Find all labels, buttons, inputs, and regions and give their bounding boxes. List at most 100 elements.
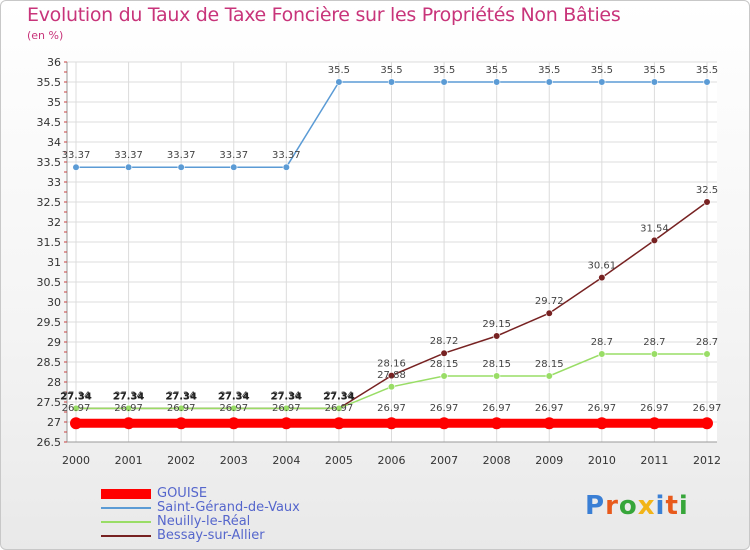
data-point-saint-gerand-de-vaux bbox=[387, 78, 396, 86]
data-label-bessay-sur-allier: 27.34 bbox=[113, 391, 145, 402]
data-label-gouise: 26.97 bbox=[377, 403, 406, 414]
data-label-bessay-sur-allier: 29.72 bbox=[535, 296, 564, 307]
data-point-gouise bbox=[701, 417, 713, 430]
data-label-neuilly-le-real: 28.7 bbox=[591, 337, 613, 348]
data-label-neuilly-le-real: 27.34 bbox=[219, 390, 248, 401]
data-label-gouise: 26.97 bbox=[640, 403, 669, 414]
data-point-gouise bbox=[122, 417, 135, 430]
data-label-saint-gerand-de-vaux: 35.5 bbox=[696, 65, 718, 76]
data-point-neuilly-le-real bbox=[335, 404, 343, 413]
data-point-saint-gerand-de-vaux bbox=[72, 163, 80, 171]
data-point-saint-gerand-de-vaux bbox=[703, 78, 711, 86]
x-tick-label: 2000 bbox=[62, 454, 90, 467]
data-point-bessay-sur-allier bbox=[493, 332, 501, 340]
data-point-neuilly-le-real bbox=[72, 404, 80, 413]
data-point-gouise bbox=[227, 417, 240, 430]
data-label-bessay-sur-allier: 28.72 bbox=[430, 336, 459, 347]
y-tick-label: 28.5 bbox=[37, 356, 62, 369]
logo-letter: r bbox=[605, 491, 619, 521]
data-label-gouise: 26.97 bbox=[114, 403, 143, 414]
data-point-saint-gerand-de-vaux bbox=[230, 163, 238, 171]
data-label-saint-gerand-de-vaux: 35.5 bbox=[591, 65, 613, 76]
data-label-gouise: 26.97 bbox=[62, 403, 91, 414]
data-label-saint-gerand-de-vaux: 35.5 bbox=[486, 65, 508, 76]
data-point-neuilly-le-real bbox=[493, 372, 501, 380]
legend-item: Bessay-sur-Allier bbox=[101, 529, 300, 543]
logo-letter: x bbox=[637, 491, 656, 521]
data-point-saint-gerand-de-vaux bbox=[282, 163, 290, 171]
data-label-neuilly-le-real: 27.34 bbox=[325, 390, 354, 401]
legend-label: Neuilly-le-Réal bbox=[157, 514, 251, 529]
data-point-neuilly-le-real bbox=[545, 372, 553, 380]
data-point-bessay-sur-allier bbox=[598, 274, 606, 282]
data-label-bessay-sur-allier: 28.16 bbox=[377, 359, 406, 370]
y-tick-label: 27.5 bbox=[37, 396, 62, 409]
data-point-gouise bbox=[385, 417, 398, 430]
data-label-saint-gerand-de-vaux: 33.37 bbox=[114, 150, 143, 161]
data-label-saint-gerand-de-vaux: 35.5 bbox=[433, 65, 455, 76]
x-tick-label: 2006 bbox=[378, 454, 406, 467]
data-label-bessay-sur-allier: 32.5 bbox=[696, 185, 718, 196]
y-tick-label: 28 bbox=[47, 376, 61, 389]
data-point-saint-gerand-de-vaux bbox=[598, 78, 606, 86]
data-label-gouise: 26.97 bbox=[167, 403, 196, 414]
data-point-neuilly-le-real bbox=[124, 404, 133, 413]
y-tick-label: 32.5 bbox=[37, 196, 62, 209]
data-label-neuilly-le-real: 27.34 bbox=[272, 390, 301, 401]
data-label-bessay-sur-allier: 30.61 bbox=[588, 261, 617, 272]
data-point-neuilly-le-real bbox=[230, 404, 238, 413]
legend-swatch bbox=[101, 507, 151, 509]
data-label-saint-gerand-de-vaux: 35.5 bbox=[328, 65, 350, 76]
data-label-gouise: 26.97 bbox=[588, 403, 617, 414]
y-tick-label: 30.5 bbox=[37, 276, 62, 289]
data-label-gouise: 26.97 bbox=[219, 403, 248, 414]
data-point-saint-gerand-de-vaux bbox=[493, 78, 501, 86]
data-label-saint-gerand-de-vaux: 35.5 bbox=[643, 65, 665, 76]
x-tick-label: 2005 bbox=[325, 454, 353, 467]
legend-swatch bbox=[101, 521, 151, 523]
y-tick-label: 27 bbox=[47, 416, 61, 429]
x-tick-label: 2011 bbox=[640, 454, 668, 467]
x-tick-label: 2002 bbox=[167, 454, 195, 467]
data-label-neuilly-le-real: 28.7 bbox=[696, 337, 718, 348]
data-label-neuilly-le-real: 27.88 bbox=[377, 370, 406, 381]
x-tick-label: 2007 bbox=[430, 454, 458, 467]
chart-title: Evolution du Taux de Taxe Foncière sur l… bbox=[27, 4, 621, 26]
legend-item: Neuilly-le-Réal bbox=[101, 515, 300, 529]
logo-letter: i bbox=[655, 491, 666, 521]
y-tick-label: 26.5 bbox=[37, 436, 62, 449]
x-tick-label: 2004 bbox=[272, 454, 300, 467]
data-point-gouise bbox=[490, 417, 503, 430]
data-point-neuilly-le-real bbox=[703, 350, 711, 358]
data-point-gouise bbox=[332, 417, 345, 430]
data-label-gouise: 26.97 bbox=[430, 403, 459, 414]
data-point-saint-gerand-de-vaux bbox=[177, 163, 185, 171]
data-label-neuilly-le-real: 28.15 bbox=[482, 359, 511, 370]
data-label-saint-gerand-de-vaux: 33.37 bbox=[272, 150, 301, 161]
data-label-saint-gerand-de-vaux: 33.37 bbox=[167, 150, 196, 161]
data-label-bessay-sur-allier: 27.34 bbox=[165, 391, 197, 402]
x-tick-label: 2008 bbox=[483, 454, 511, 467]
data-point-saint-gerand-de-vaux bbox=[440, 78, 448, 86]
x-tick-label: 2012 bbox=[693, 454, 721, 467]
data-label-bessay-sur-allier: 29.15 bbox=[482, 319, 511, 330]
y-tick-label: 29.5 bbox=[37, 316, 62, 329]
data-label-saint-gerand-de-vaux: 35.5 bbox=[380, 65, 402, 76]
y-tick-label: 36 bbox=[47, 56, 61, 69]
y-tick-label: 31 bbox=[47, 256, 61, 269]
data-point-saint-gerand-de-vaux bbox=[124, 163, 133, 171]
data-point-neuilly-le-real bbox=[598, 350, 606, 358]
data-point-saint-gerand-de-vaux bbox=[335, 78, 343, 86]
data-label-bessay-sur-allier: 27.34 bbox=[271, 391, 303, 402]
logo-letter: o bbox=[618, 491, 638, 521]
data-point-gouise bbox=[543, 417, 556, 430]
legend-label: GOUISE bbox=[157, 486, 208, 501]
data-label-neuilly-le-real: 28.7 bbox=[643, 337, 665, 348]
logo-letter: P bbox=[585, 491, 606, 521]
data-label-gouise: 26.97 bbox=[535, 403, 564, 414]
data-point-gouise bbox=[280, 417, 293, 430]
data-point-gouise bbox=[648, 417, 661, 430]
data-label-gouise: 26.97 bbox=[272, 403, 301, 414]
data-label-neuilly-le-real: 27.34 bbox=[114, 390, 143, 401]
